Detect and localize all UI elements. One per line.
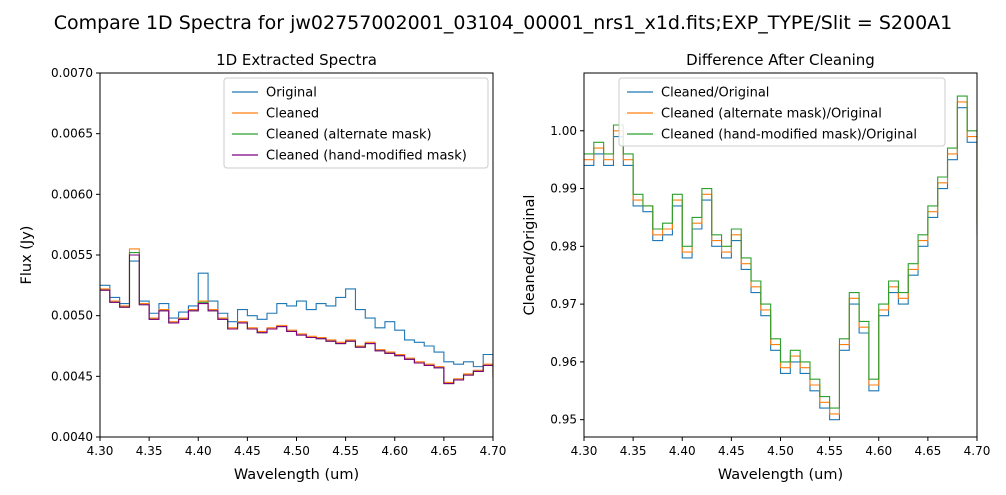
legend: Original Cleaned Cleaned (alternate mask) C… — [223, 77, 489, 169]
y-tick-label: 0.0045 — [51, 369, 93, 383]
y-tick-label: 0.95 — [550, 413, 577, 427]
y-tick-label: 0.97 — [550, 297, 577, 311]
y-tick-label: 0.96 — [550, 355, 577, 369]
x-tick-label: 4.30 — [571, 444, 598, 458]
x-tick-label: 4.40 — [185, 444, 212, 458]
x-tick-label: 4.55 — [332, 444, 359, 458]
x-tick-label: 4.40 — [669, 444, 696, 458]
x-tick-label: 4.50 — [767, 444, 794, 458]
y-tick-label: 0.99 — [550, 182, 577, 196]
x-tick-label: 4.65 — [915, 444, 942, 458]
panel-1d-extracted-spectra: 1D Extracted Spectra 4.30 4.35 4.40 4.45 4.50… — [19, 51, 506, 483]
panel-title: Difference After Cleaning — [686, 51, 875, 69]
y-tick-label: 0.0040 — [51, 430, 93, 444]
y-tick-label: 0.0070 — [51, 66, 93, 80]
legend-entry: Cleaned (hand-modified mask) — [266, 149, 467, 164]
series-line-4 — [100, 254, 493, 385]
figure-title: Compare 1D Spectra for jw02757002001_031… — [54, 12, 953, 34]
y-tick-label: 0.0050 — [51, 309, 93, 323]
legend-entry: Cleaned (hand-modified mask)/Original — [661, 128, 917, 143]
series-line-1 — [100, 260, 493, 371]
legend-box — [223, 77, 489, 169]
x-axis-label: Wavelength (um) — [234, 467, 359, 483]
y-tick-label: 1.00 — [550, 124, 577, 138]
x-tick-label: 4.55 — [816, 444, 843, 458]
legend-entry: Cleaned — [266, 107, 319, 122]
y-tick-label: 0.0055 — [51, 248, 93, 262]
x-tick-label: 4.60 — [381, 444, 408, 458]
x-tick-label: 4.35 — [136, 444, 163, 458]
x-axis-label: Wavelength (um) — [718, 467, 843, 483]
series-line-3 — [584, 95, 977, 409]
x-tick-label: 4.70 — [964, 444, 991, 458]
panel-title: 1D Extracted Spectra — [216, 51, 377, 69]
x-tick-label: 4.45 — [234, 444, 261, 458]
x-tick-label: 4.65 — [431, 444, 458, 458]
x-tick-label: 4.45 — [718, 444, 745, 458]
x-tick-label: 4.60 — [865, 444, 892, 458]
y-tick-label: 0.98 — [550, 239, 577, 253]
x-tick-label: 4.35 — [620, 444, 647, 458]
x-tick-label: 4.70 — [480, 444, 507, 458]
legend-entry: Cleaned (alternate mask)/Original — [661, 107, 882, 122]
y-tick-label: 0.0060 — [51, 187, 93, 201]
y-axis-label: Cleaned/Original — [522, 195, 538, 316]
panel-difference-after-cleaning: Difference After Cleaning 4.30 4.35 4.40 4.4… — [522, 51, 990, 483]
x-tick-label: 4.30 — [87, 444, 114, 458]
legend-entry: Original — [266, 86, 317, 101]
legend: Cleaned/Original Cleaned (alternate mask)… — [618, 77, 946, 147]
x-tick-label: 4.50 — [283, 444, 310, 458]
series-group — [100, 248, 493, 385]
y-tick-label: 0.0065 — [51, 127, 93, 141]
legend-box — [618, 77, 946, 147]
series-group — [584, 95, 977, 421]
y-axis-label: Flux (Jy) — [19, 226, 35, 285]
legend-entry: Cleaned (alternate mask) — [266, 128, 432, 143]
legend-entry: Cleaned/Original — [661, 86, 769, 101]
